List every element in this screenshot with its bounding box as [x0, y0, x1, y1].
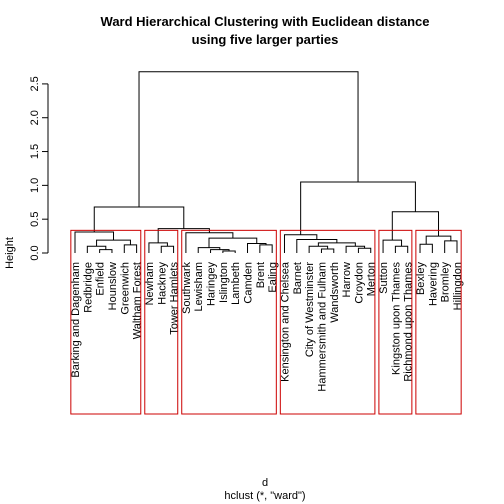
leaf-label: Brent: [255, 262, 267, 288]
leaf-label: Bexley: [415, 262, 427, 296]
x-axis-label: d: [262, 477, 268, 489]
y-tick-label: 0.0: [29, 245, 41, 260]
cluster-box: [279, 229, 376, 415]
leaf-label: Islington: [218, 262, 230, 303]
leaf-label: Sutton: [378, 262, 390, 294]
leaf-label: Haringey: [206, 262, 218, 307]
leaf-label: Croydon: [353, 262, 365, 304]
y-tick-label: 1.5: [29, 144, 41, 159]
leaf-label: Kingston upon Thames: [390, 262, 402, 375]
leaf-label: Hounslow: [107, 262, 119, 310]
leaf-label: Barking and Dagenham: [70, 262, 82, 378]
dendrogram-link: [425, 235, 452, 245]
subtitle: hclust (*, "ward"): [224, 490, 305, 502]
dendrogram-link: [259, 244, 273, 253]
dendrogram-link: [320, 248, 335, 253]
dendrogram-link: [296, 238, 338, 253]
cluster-box: [415, 229, 462, 415]
leaf-label: Redbridge: [82, 262, 94, 313]
leaf-label: Merton: [366, 262, 378, 296]
y-tick-label: 2.0: [29, 110, 41, 125]
leaf-label: Ealing: [267, 262, 279, 293]
dendrogram-link: [138, 71, 359, 208]
leaf-label: Lewisham: [193, 262, 205, 312]
y-tick-label: 2.5: [29, 76, 41, 91]
leaf-label: Harrow: [341, 262, 353, 298]
cluster-box: [144, 229, 179, 415]
dendrogram-link: [222, 250, 236, 253]
leaf-label: Hillingdon: [452, 262, 464, 310]
y-tick-label: 0.5: [29, 212, 41, 227]
dendrogram-link: [317, 242, 356, 247]
leaf-label: Greenwich: [119, 262, 131, 315]
leaf-label: Barnet: [292, 262, 304, 294]
leaf-label: Waltham Forest: [132, 262, 144, 339]
leaf-label: Southwark: [181, 262, 193, 314]
y-axis-label: Height: [4, 237, 16, 269]
leaf-label: Hammersmith and Fulham: [316, 262, 328, 392]
leaf-label: Camden: [243, 262, 255, 304]
leaf-label: Wandsworth: [329, 262, 341, 323]
chart-title: Ward Hierarchical Clustering with Euclid…: [101, 14, 430, 29]
leaf-label: Hackney: [156, 262, 168, 305]
leaf-label: Lambeth: [230, 262, 242, 305]
leaf-label: City of Westminster: [304, 262, 316, 357]
cluster-box: [378, 229, 413, 415]
leaf-label: Richmond upon Thames: [403, 262, 415, 382]
dendrogram-link: [247, 243, 267, 253]
dendrogram-link: [148, 242, 168, 253]
dendrogram-link: [74, 231, 115, 253]
cluster-box: [70, 229, 142, 415]
leaf-label: Enfield: [95, 262, 107, 296]
dendrogram-link: [123, 244, 138, 253]
leaf-label: Newham: [144, 262, 156, 305]
dendrogram-link: [300, 181, 416, 235]
chart-title: using five larger parties: [192, 32, 339, 47]
leaf-label: Bromley: [440, 262, 452, 303]
leaf-label: Kensington and Chelsea: [279, 261, 291, 382]
leaf-label: Havering: [427, 262, 439, 306]
dendrogram-link: [391, 211, 440, 241]
cluster-box: [181, 229, 277, 415]
leaf-label: Tower Hamlets: [169, 262, 181, 335]
y-tick-label: 1.0: [29, 178, 41, 193]
